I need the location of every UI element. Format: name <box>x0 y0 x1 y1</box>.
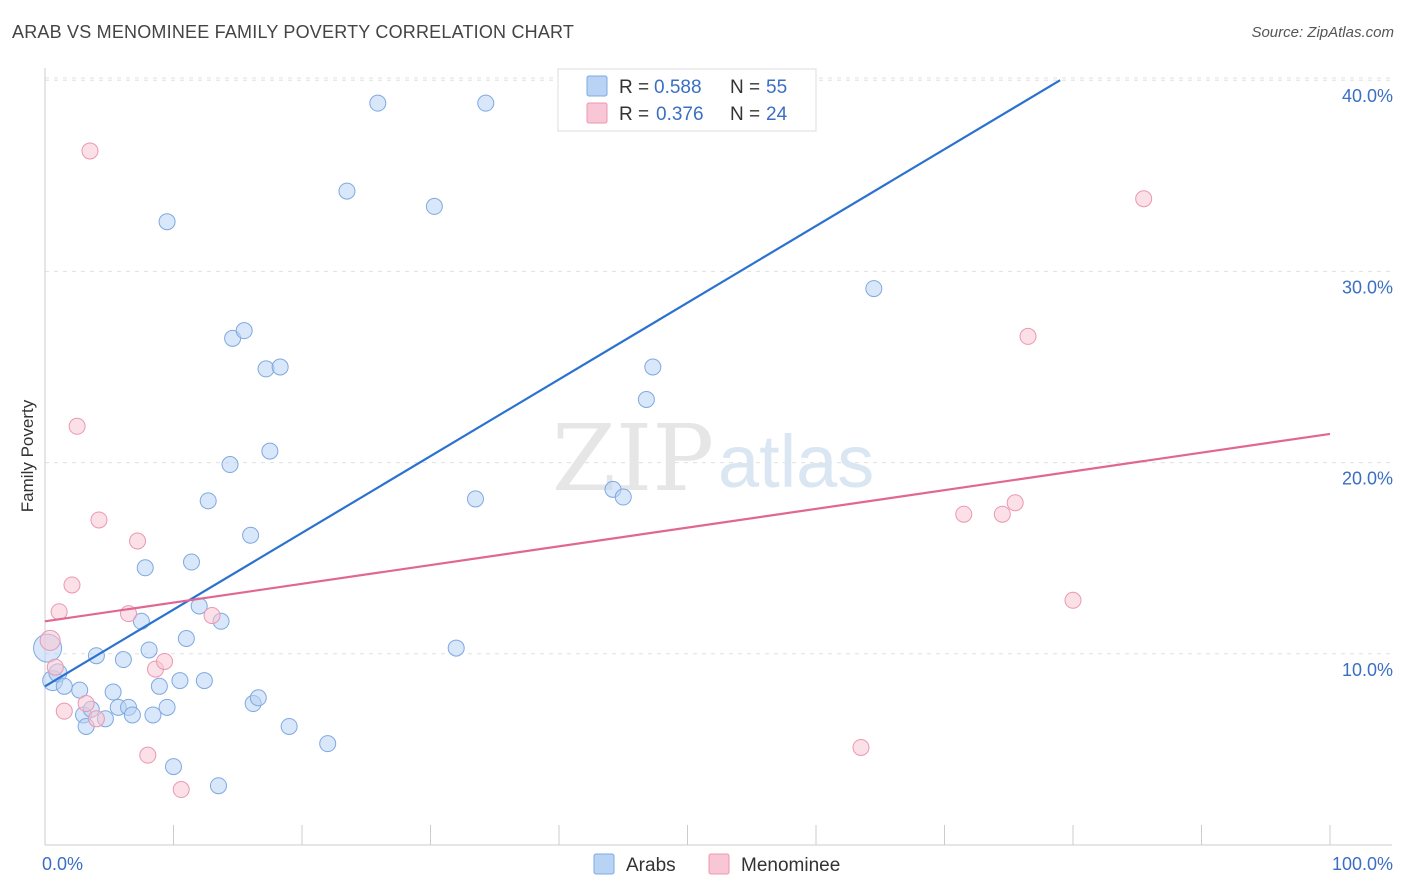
arabs-point <box>466 490 484 508</box>
menominee-point <box>1019 327 1037 345</box>
legend-n-label-menominee: N = <box>730 104 760 125</box>
legend-r-value-arabs: 0.588 <box>654 77 702 98</box>
x-tick-label-min: 0.0% <box>42 854 83 874</box>
x-tick-labels: 0.0% 100.0% <box>42 854 1393 874</box>
arabs-point <box>249 689 267 707</box>
menominee-point <box>1006 494 1024 512</box>
arabs-point <box>158 213 176 231</box>
arabs-point <box>644 358 662 376</box>
arabs-point <box>477 94 495 112</box>
menominee-point <box>172 781 190 799</box>
arabs-trend-line <box>44 79 1061 688</box>
axes <box>44 68 1392 846</box>
arabs-point <box>150 677 168 695</box>
menominee-point <box>77 695 95 713</box>
menominee-point <box>39 629 61 651</box>
arabs-point <box>865 280 883 298</box>
arabs-point <box>140 641 158 659</box>
legend-r-value-menominee: 0.376 <box>656 104 704 125</box>
arabs-point <box>136 559 154 577</box>
arabs-point <box>261 442 279 460</box>
arabs-point <box>158 698 176 716</box>
arabs-point <box>425 197 443 215</box>
arabs-point <box>104 683 122 701</box>
x-tick-label-max: 100.0% <box>1332 854 1393 874</box>
arabs-point <box>338 182 356 200</box>
source-label: Source: ZipAtlas.com <box>1251 24 1394 41</box>
menominee-point <box>81 142 99 160</box>
arabs-point <box>271 358 289 376</box>
legend-r-label-arabs: R = <box>619 77 649 98</box>
arabs-point <box>280 717 298 735</box>
menominee-point <box>1135 190 1153 208</box>
legend-n-value-arabs: 55 <box>766 77 787 98</box>
trend-lines <box>44 79 1331 688</box>
legend-n-value-menominee: 24 <box>766 104 788 125</box>
menominee-point <box>1064 591 1082 609</box>
menominee-point <box>87 710 105 728</box>
arabs-point <box>165 758 182 776</box>
legend-swatch-menominee <box>586 102 608 124</box>
menominee-point <box>156 652 174 670</box>
y-tick-label-30: 30.0% <box>1342 277 1393 297</box>
arabs-point <box>637 391 655 409</box>
legend-swatch-arabs <box>586 75 608 97</box>
arabs-point <box>171 672 189 690</box>
menominee-point <box>203 607 221 625</box>
bottom-legend-label-menominee: Menominee <box>741 855 840 876</box>
arabs-point <box>199 492 217 510</box>
chart-title: ARAB VS MENOMINEE FAMILY POVERTY CORRELA… <box>12 22 575 42</box>
menominee-point <box>993 505 1011 523</box>
arabs-point <box>257 360 275 378</box>
arabs-point <box>209 777 227 795</box>
y-tick-label-20: 20.0% <box>1342 469 1393 489</box>
legend-r-label-menominee: R = <box>619 104 649 125</box>
arabs-point <box>447 639 465 657</box>
arabs-point <box>242 526 260 544</box>
y-tick-label-10: 10.0% <box>1342 660 1393 680</box>
menominee-point <box>55 702 73 720</box>
arabs-point <box>221 456 239 474</box>
menominee-point <box>139 746 157 764</box>
arabs-point <box>235 322 253 340</box>
watermark-zip: ZIP <box>552 405 714 512</box>
watermark-atlas: atlas <box>718 420 874 503</box>
arabs-point <box>55 677 73 695</box>
grid-lines <box>45 77 1392 655</box>
bottom-legend-swatch-menominee <box>708 853 730 875</box>
arabs-point <box>614 488 632 506</box>
arabs-point <box>177 630 195 648</box>
menominee-point <box>129 532 147 550</box>
bottom-legend-label-arabs: Arabs <box>626 855 676 876</box>
menominee-points <box>39 142 1153 799</box>
bottom-legend: Arabs Menominee <box>593 853 840 876</box>
y-axis-label: Family Poverty <box>18 399 37 512</box>
watermark: ZIP atlas <box>552 405 874 512</box>
arabs-point <box>144 706 162 724</box>
menominee-point <box>63 576 81 594</box>
menominee-point <box>955 505 973 523</box>
arabs-point <box>123 706 141 724</box>
arabs-point <box>369 94 387 112</box>
arabs-point <box>114 651 132 669</box>
bottom-legend-swatch-arabs <box>593 853 615 875</box>
arabs-point <box>182 553 200 571</box>
menominee-point <box>90 511 108 529</box>
menominee-point <box>68 417 86 435</box>
legend: R = 0.588 N = 55 R = 0.376 N = 24 <box>557 68 817 132</box>
y-tick-label-40: 40.0% <box>1342 86 1393 106</box>
arabs-point <box>319 735 337 753</box>
menominee-point <box>852 738 870 756</box>
menominee-trend-line <box>44 432 1331 623</box>
arabs-point <box>195 672 213 690</box>
menominee-point <box>46 658 64 676</box>
legend-n-label-arabs: N = <box>730 77 760 98</box>
y-tick-labels: 10.0% 20.0% 30.0% 40.0% <box>1342 86 1393 680</box>
